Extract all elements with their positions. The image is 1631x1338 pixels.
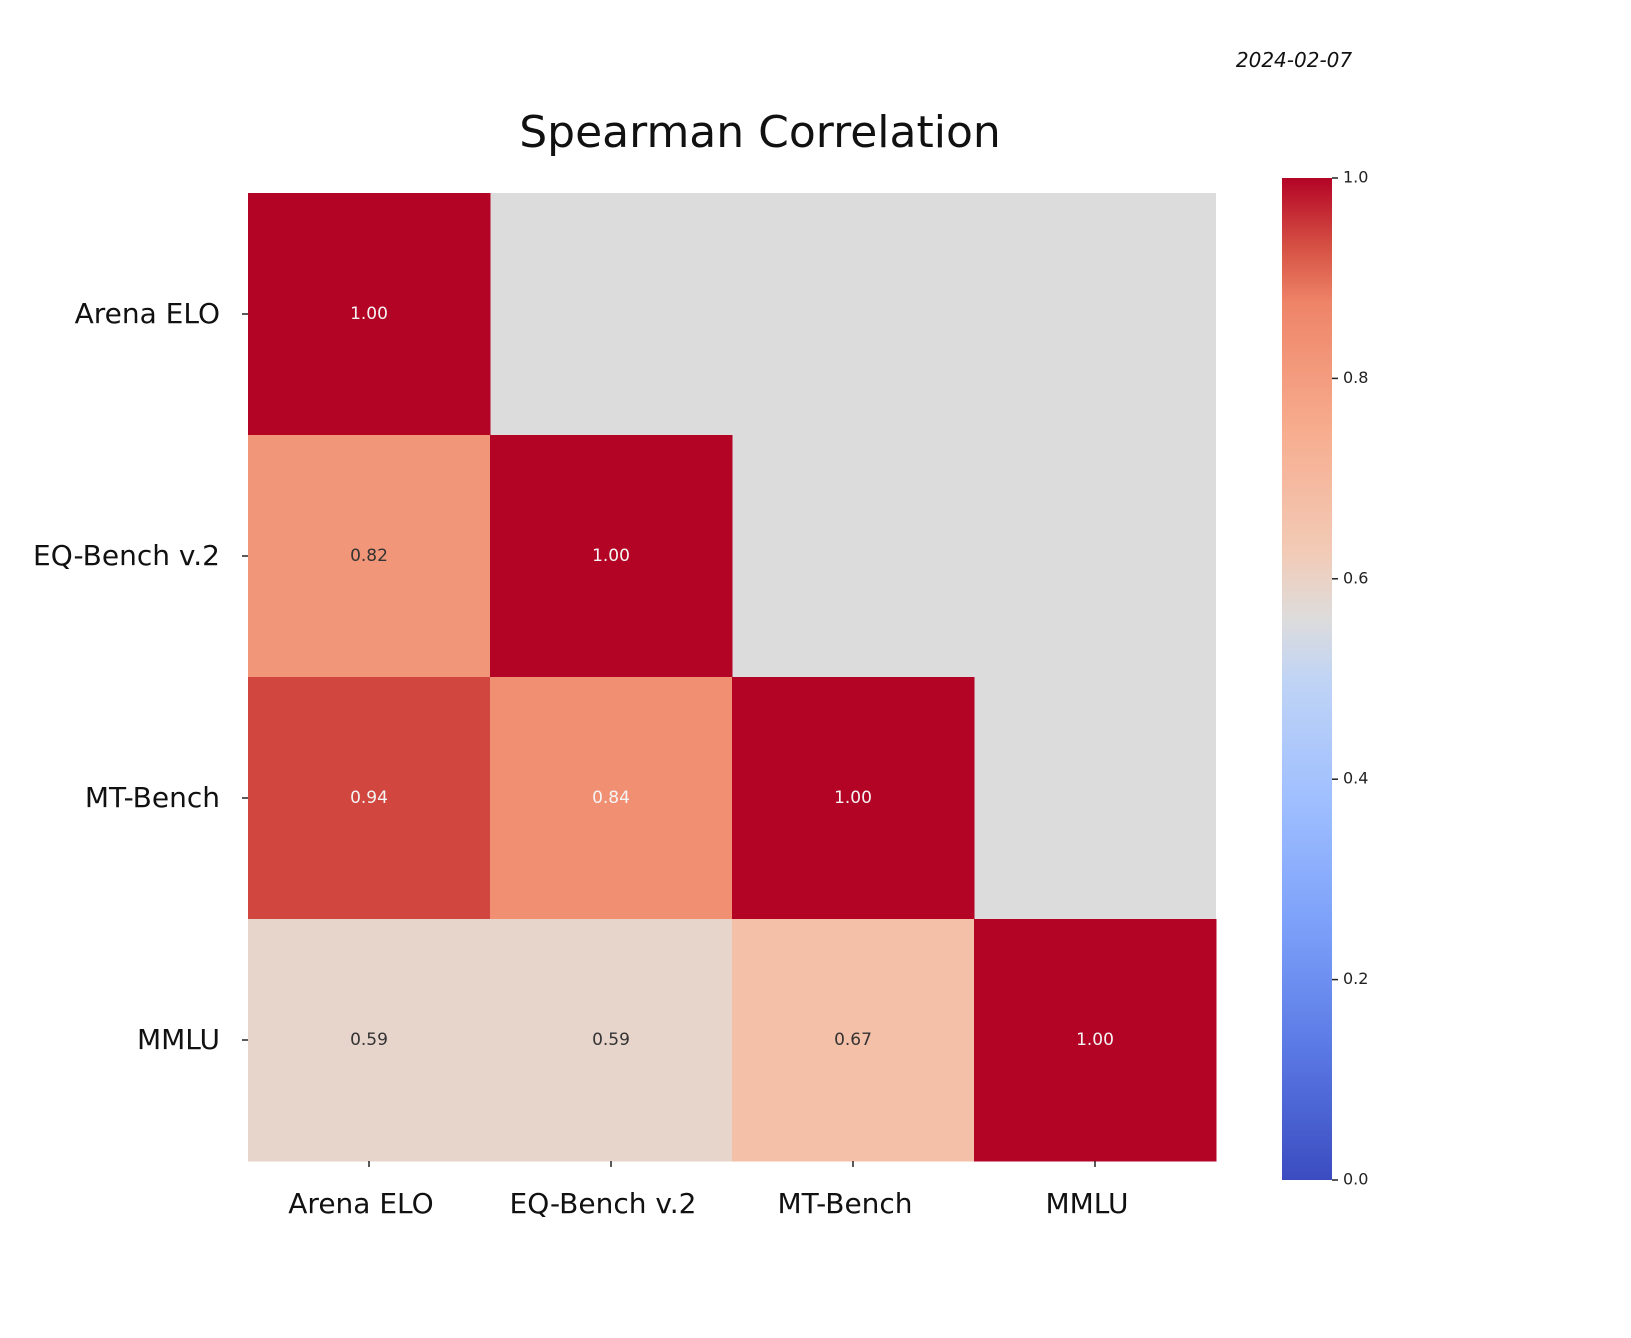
col-label: MMLU [1045, 1187, 1128, 1220]
col-label: MT-Bench [777, 1187, 912, 1220]
heatmap-cell [490, 677, 733, 920]
cell-value-label: 0.82 [350, 546, 388, 566]
colorbar-tick-label: 0.8 [1343, 368, 1368, 387]
heatmap-cell [248, 193, 491, 436]
heatmap-cell [248, 435, 491, 678]
colorbar-tick-label: 0.6 [1343, 568, 1368, 587]
heatmap-cell [248, 919, 491, 1162]
col-label: Arena ELO [288, 1187, 433, 1220]
col-label: EQ-Bench v.2 [510, 1187, 697, 1220]
heatmap-grid: 1.00 0.82 1.00 0.94 0.84 1.00 0.59 0.59 0.67 1.00 [248, 193, 1217, 1162]
heatmap-cell [490, 919, 733, 1162]
cell-value-label: 0.59 [592, 1030, 630, 1050]
row-label: MT-Bench [85, 781, 220, 814]
cell-value-label: 1.00 [592, 546, 630, 566]
row-label: MMLU [137, 1023, 220, 1056]
cell-value-label: 1.00 [350, 304, 388, 324]
heatmap-cell [732, 919, 975, 1162]
colorbar-tick-label: 0.0 [1343, 1170, 1368, 1189]
heatmap-cell [248, 677, 491, 920]
cell-value-label: 1.00 [834, 788, 872, 808]
cell-value-label: 0.59 [350, 1030, 388, 1050]
chart-title: Spearman Correlation [519, 107, 1001, 158]
heatmap-cell [974, 919, 1217, 1162]
colorbar-gradient [1282, 178, 1332, 1180]
row-label: Arena ELO [75, 297, 220, 330]
colorbar-tick-label: 1.0 [1343, 168, 1368, 187]
heatmap-cell [732, 677, 975, 920]
colorbar-tick-label: 0.4 [1343, 769, 1368, 788]
colorbar [1282, 178, 1332, 1180]
date-stamp: 2024-02-07 [1236, 48, 1353, 72]
cell-value-label: 0.84 [592, 788, 630, 808]
colorbar-ticks: 0.0 0.2 0.4 0.6 0.8 1.0 [1332, 168, 1368, 1189]
row-labels: Arena ELO EQ-Bench v.2 MT-Bench MMLU [33, 297, 248, 1056]
heatmap-cell [490, 435, 733, 678]
col-labels: Arena ELO EQ-Bench v.2 MT-Bench MMLU [288, 1161, 1129, 1220]
row-label: EQ-Bench v.2 [33, 539, 220, 572]
cell-value-label: 0.67 [834, 1030, 872, 1050]
cell-value-label: 0.94 [350, 788, 388, 808]
colorbar-tick-label: 0.2 [1343, 969, 1368, 988]
cell-value-label: 1.00 [1076, 1030, 1114, 1050]
